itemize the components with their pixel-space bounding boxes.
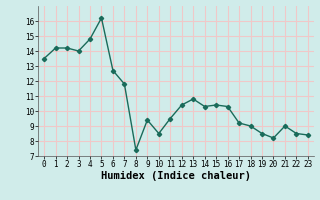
X-axis label: Humidex (Indice chaleur): Humidex (Indice chaleur) bbox=[101, 171, 251, 181]
